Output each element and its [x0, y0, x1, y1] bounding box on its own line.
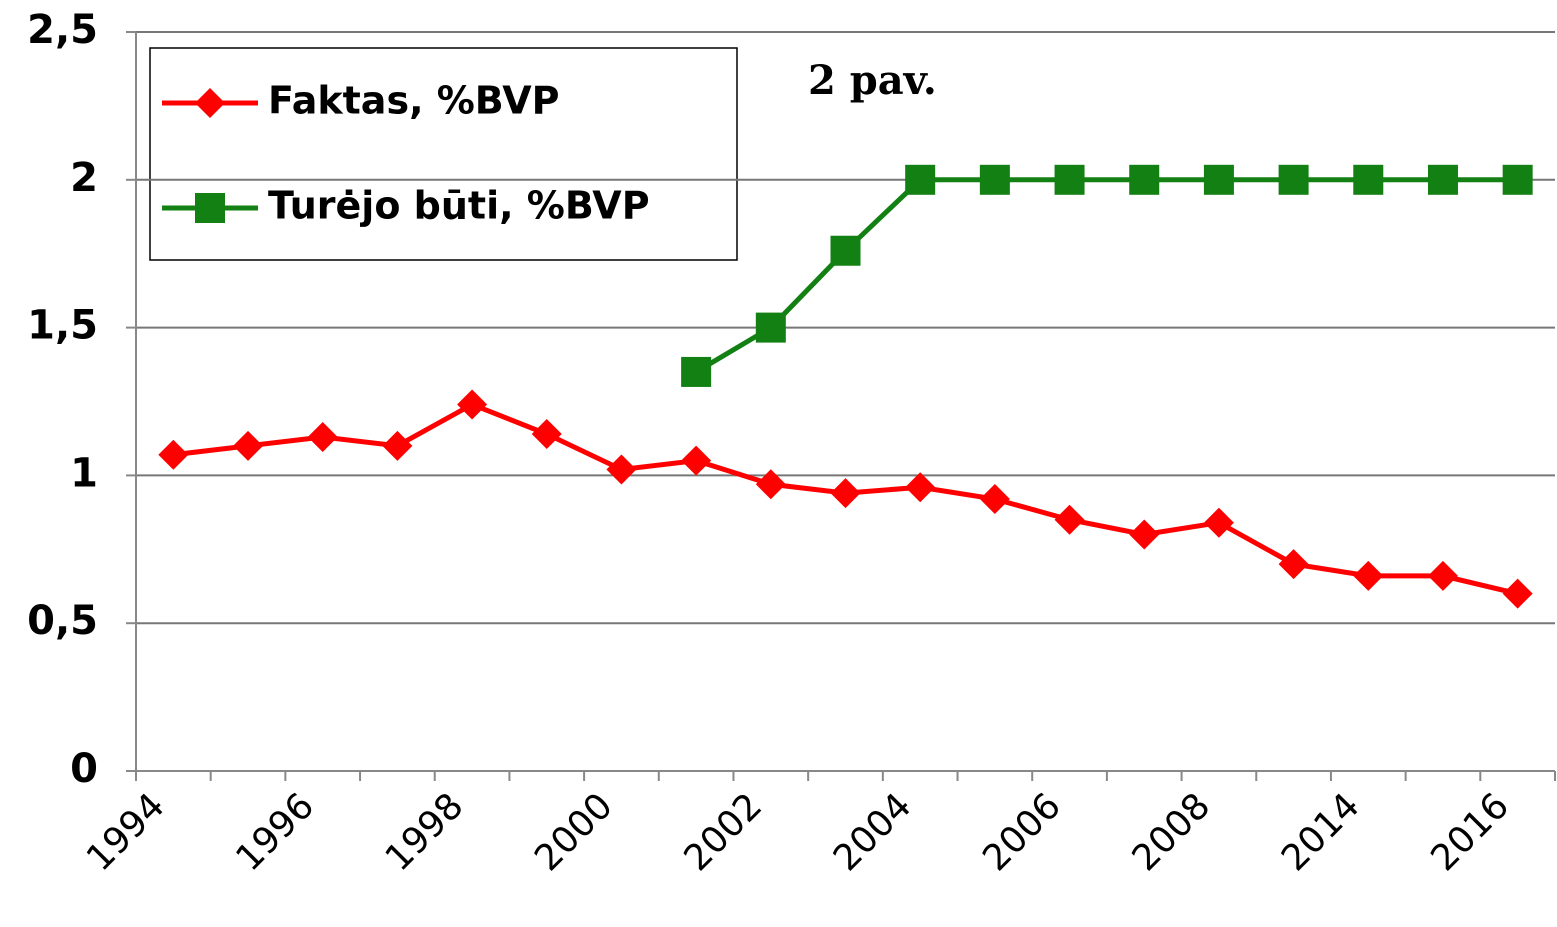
x-tick-label: 1994	[79, 785, 173, 879]
y-tick-label: 1	[70, 450, 98, 496]
marker	[681, 356, 712, 387]
x-tick-label: 1998	[378, 785, 472, 879]
marker	[1427, 560, 1458, 591]
y-tick-label: 2	[70, 155, 98, 201]
marker	[1353, 560, 1384, 591]
marker	[905, 164, 936, 195]
x-tick-label: 2002	[676, 785, 770, 879]
marker	[979, 484, 1010, 515]
marker	[1203, 164, 1234, 195]
marker	[307, 421, 338, 452]
marker	[1054, 164, 1085, 195]
marker	[755, 312, 786, 343]
y-tick-label: 1,5	[27, 303, 98, 349]
x-tick-label: 2014	[1274, 785, 1368, 879]
marker	[1353, 164, 1384, 195]
marker	[531, 419, 562, 450]
x-tick-label: 2006	[975, 785, 1069, 879]
marker	[755, 469, 786, 500]
annotation: 2 pav.	[808, 57, 937, 104]
legend-box	[149, 47, 738, 261]
marker	[681, 445, 712, 476]
marker	[195, 193, 225, 223]
legend-label: Faktas, %BVP	[268, 79, 560, 123]
marker	[1502, 164, 1533, 195]
y-tick-label: 0,5	[27, 598, 98, 644]
marker	[1502, 578, 1533, 609]
x-tick-label: 2004	[826, 785, 920, 879]
series-line	[694, 177, 1518, 375]
marker	[457, 389, 488, 420]
x-tick-label: 2000	[527, 785, 621, 879]
marker	[158, 439, 189, 470]
legend-label: Turėjo būti, %BVP	[268, 184, 650, 228]
marker	[905, 472, 936, 503]
y-tick-label: 0	[70, 746, 98, 792]
marker	[1427, 164, 1458, 195]
marker	[233, 430, 264, 461]
marker	[1129, 519, 1160, 550]
x-tick-label: 1996	[228, 785, 322, 879]
y-tick-label: 2,5	[27, 7, 98, 53]
marker	[382, 430, 413, 461]
marker	[195, 88, 225, 118]
marker	[1054, 504, 1085, 535]
marker	[830, 478, 861, 509]
marker	[1129, 164, 1160, 195]
marker	[1278, 164, 1309, 195]
x-tick-label: 2008	[1125, 785, 1219, 879]
x-tick-label: 2016	[1423, 785, 1517, 879]
marker	[830, 235, 861, 266]
marker	[606, 454, 637, 485]
marker	[1203, 507, 1234, 538]
marker	[1278, 549, 1309, 580]
marker	[979, 164, 1010, 195]
